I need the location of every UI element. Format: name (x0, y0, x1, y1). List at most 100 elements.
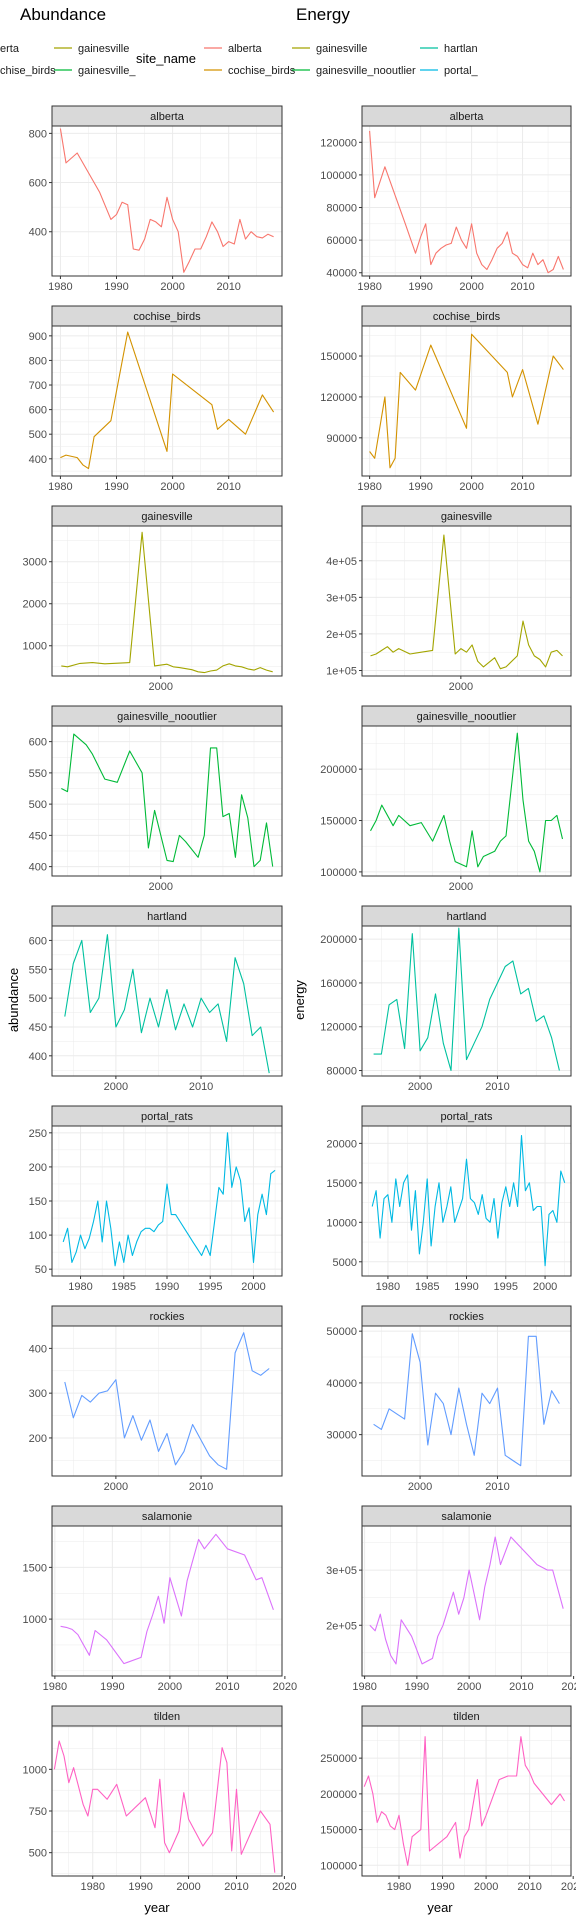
series-line-right-tilden (363, 1736, 565, 1866)
series-line-right-gainesville_nooutlier (370, 732, 564, 873)
x-tick-label-left: 1990 (100, 1681, 124, 1693)
y-tick-label-right: 100000 (320, 1860, 357, 1872)
series-line-right-hartland (373, 927, 560, 1072)
x-tick-label-left: 2000 (104, 1481, 128, 1493)
x-tick-label-right: 1980 (357, 481, 381, 493)
panel-bg-right-rockies (362, 1326, 571, 1476)
strip-label-right-alberta: alberta (450, 111, 485, 123)
panel-border-left-alberta (51, 125, 283, 277)
right-y-axis-title: energy (292, 980, 307, 1020)
series-line-left-hartland (64, 934, 270, 1074)
panel-bg-right-alberta (362, 126, 571, 276)
x-tick-label-right: 2000 (408, 1081, 432, 1093)
strip-label-left-salamonie: salamonie (142, 1511, 192, 1523)
y-tick-label-right: 80000 (326, 1066, 357, 1078)
y-tick-label-right: 150000 (320, 351, 357, 363)
x-tick-label-left: 2000 (149, 881, 173, 893)
y-tick-label-left: 500 (29, 993, 47, 1005)
y-tick-label-left: 500 (29, 1848, 47, 1860)
x-tick-label-left: 2000 (160, 481, 184, 493)
panel-border-left-hartland (51, 925, 283, 1077)
y-tick-label-right: 20000 (326, 1138, 357, 1150)
panel-border-right-hartland (361, 925, 572, 1077)
panel-border-right-tilden (361, 1725, 572, 1877)
right-x-axis-title: year (427, 1900, 453, 1915)
y-tick-label-left: 900 (29, 331, 47, 343)
x-tick-label-left: 2020 (272, 1881, 296, 1893)
x-tick-label-left: 2010 (224, 1881, 248, 1893)
y-tick-label-right: 150000 (320, 1825, 357, 1837)
y-tick-label-left: 600 (29, 405, 47, 417)
legend-label-gainesville_: gainesville_ (78, 65, 136, 77)
x-tick-label-left: 2010 (189, 1481, 213, 1493)
y-tick-label-right: 10000 (326, 1217, 357, 1229)
y-tick-label-left: 500 (29, 429, 47, 441)
series-line-left-gainesville (61, 531, 273, 674)
legend-label-portal_: portal_ (444, 65, 479, 77)
y-tick-label-left: 1000 (23, 1764, 47, 1776)
y-tick-label-right: 2e+05 (326, 1620, 357, 1632)
x-tick-label-left: 2000 (176, 1881, 200, 1893)
y-tick-label-right: 5000 (333, 1257, 357, 1269)
y-tick-label-left: 400 (29, 227, 47, 239)
y-tick-label-left: 50 (35, 1264, 47, 1276)
x-tick-label-right: 1990 (430, 1881, 454, 1893)
y-tick-label-left: 250 (29, 1128, 47, 1140)
legend-label-alberta: alberta (228, 43, 263, 55)
y-tick-label-right: 200000 (320, 934, 357, 946)
x-tick-label-right: 2000 (533, 1281, 557, 1293)
y-tick-label-left: 150 (29, 1196, 47, 1208)
y-tick-label-left: 550 (29, 768, 47, 780)
legend-label-hartlan: hartlan (444, 43, 478, 55)
x-tick-label-right: 1980 (352, 1681, 376, 1693)
strip-label-left-hartland: hartland (147, 911, 187, 923)
panel-bg-left-cochise_birds (52, 326, 282, 476)
x-tick-label-right: 2000 (408, 1481, 432, 1493)
panel-border-right-gainesville_nooutlier (361, 725, 572, 877)
x-tick-label-right: 2000 (459, 481, 483, 493)
strip-label-right-rockies: rockies (449, 1311, 484, 1323)
x-tick-label-left: 2010 (216, 481, 240, 493)
panel-border-left-gainesville (51, 525, 283, 677)
y-tick-label-left: 300 (29, 1388, 47, 1400)
x-tick-label-left: 2010 (189, 1081, 213, 1093)
panel-border-right-gainesville (361, 525, 572, 677)
strip-label-left-tilden: tilden (154, 1711, 180, 1723)
strip-label-right-gainesville: gainesville (441, 511, 492, 523)
series-line-left-gainesville_nooutlier (61, 733, 274, 868)
panel-border-right-rockies (361, 1325, 572, 1477)
y-tick-label-right: 60000 (326, 235, 357, 247)
panel-border-right-alberta (361, 125, 572, 277)
x-tick-label-left: 2010 (215, 1681, 239, 1693)
legend-label-cochise_birds: cochise_birds (228, 65, 296, 77)
y-tick-label-right: 120000 (320, 137, 357, 149)
strip-label-right-portal_rats: portal_rats (441, 1111, 493, 1123)
x-tick-label-left: 2000 (158, 1681, 182, 1693)
x-tick-label-right: 2010 (509, 1681, 533, 1693)
x-tick-label-left: 2000 (241, 1281, 265, 1293)
y-tick-label-left: 550 (29, 964, 47, 976)
panel-border-right-cochise_birds (361, 325, 572, 477)
series-line-left-cochise_birds (60, 331, 275, 470)
x-tick-label-right: 2010 (517, 1881, 541, 1893)
x-tick-label-left: 1980 (80, 1881, 104, 1893)
y-tick-label-right: 80000 (326, 203, 357, 215)
panel-bg-left-alberta (52, 126, 282, 276)
x-tick-label-right: 2020 (561, 1881, 576, 1893)
y-tick-label-right: 30000 (326, 1430, 357, 1442)
legend-title: site_name (136, 51, 196, 66)
y-tick-label-right: 15000 (326, 1178, 357, 1190)
y-tick-label-left: 700 (29, 380, 47, 392)
x-tick-label-left: 1980 (48, 281, 72, 293)
y-tick-label-right: 150000 (320, 816, 357, 828)
y-tick-label-left: 800 (29, 128, 47, 140)
strip-label-right-hartland: hartland (447, 911, 487, 923)
strip-label-left-cochise_birds: cochise_birds (133, 311, 201, 323)
x-tick-label-right: 1980 (387, 1881, 411, 1893)
x-tick-label-right: 2010 (485, 1081, 509, 1093)
panel-border-right-salamonie (361, 1525, 572, 1677)
panel-bg-left-hartland (52, 926, 282, 1076)
x-tick-label-right: 2000 (449, 681, 473, 693)
legend-label-erta: erta (0, 43, 20, 55)
x-tick-label-left: 1990 (128, 1881, 152, 1893)
